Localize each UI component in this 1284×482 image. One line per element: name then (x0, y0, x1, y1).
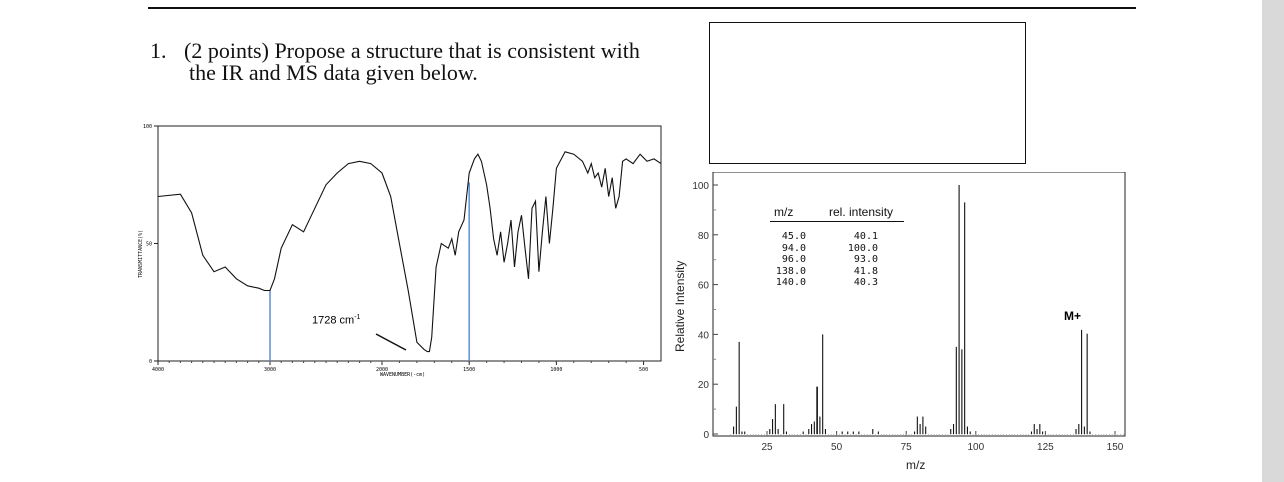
ir-ylabel: TRANSMITTANCE(%) (138, 230, 144, 278)
ir-spectrum-chart: 4000 3000 2000 1500 1000 500 0 50 100 TRANSMITTA… (138, 124, 662, 378)
ms-xlabel: m/z (906, 458, 925, 472)
ir-x-tick-label: 500 (639, 367, 648, 373)
ms-table-header-mz: m/z (774, 205, 794, 219)
answer-box[interactable] (709, 22, 1026, 164)
ir-xlabel: WAVENUMBER(-cm) (380, 372, 425, 378)
ms-mz-cell: 138.0 (775, 265, 806, 277)
ms-x-tick-label: 75 (901, 442, 913, 453)
ir-y-tick-label: 0 (149, 359, 152, 365)
ir-x-tick-label: 1000 (550, 367, 562, 373)
ms-ylabel: Relative Intensity (673, 261, 687, 352)
ms-table-header-intensity: rel. intensity (829, 205, 894, 219)
question-text: 1. (2 points) Propose a structure that is… (150, 40, 640, 84)
ms-y-tick-label: 20 (698, 380, 710, 391)
ms-y-tick-label: 60 (698, 281, 710, 292)
table-row: 138.0 41.8 (770, 266, 904, 278)
ms-mz-cell: 45.0 (781, 231, 806, 242)
table-row: 45.0 40.1 (770, 231, 904, 243)
ms-intensity-cell: 40.3 (853, 277, 878, 289)
table-row: 94.0 100.0 (770, 243, 904, 255)
ir-annotation: 1728 cm-1 (312, 314, 360, 327)
ir-annotation-sup: -1 (354, 314, 361, 321)
ms-mz-cell: 96.0 (781, 254, 806, 266)
ms-table-header: m/z rel. intensity (770, 205, 904, 222)
ms-y-tick-label: 40 (698, 330, 710, 341)
ms-x-tick-label: 150 (1107, 442, 1124, 453)
ms-mz-cell: 140.0 (775, 277, 806, 289)
ir-ticks: 4000 3000 2000 1500 1000 500 0 50 100 (143, 124, 648, 373)
ir-x-tick-label: 2000 (376, 367, 388, 373)
ms-intensity-cell: 41.8 (853, 265, 878, 277)
ir-marked-lines (269, 182, 470, 361)
ir-annotation-text: 1728 cm (312, 314, 355, 327)
ir-y-tick-label: 100 (143, 124, 152, 130)
ms-y-tick-label: 0 (703, 430, 709, 441)
ms-y-tick-label: 100 (692, 181, 709, 192)
ms-y-tick-label: 80 (698, 231, 710, 242)
ir-series-line (157, 151, 662, 353)
ms-x-tick-label: 25 (761, 442, 773, 453)
mass-spectrum-chart: 0 20 40 60 80 100 25 50 75 100 125 150 Relative Int… (673, 172, 1126, 472)
ms-x-tick-label: 125 (1037, 442, 1054, 453)
ms-x-tick-label: 50 (831, 442, 843, 453)
question-line-2: the IR and MS data given below. (189, 60, 478, 85)
table-row: 140.0 40.3 (770, 277, 904, 289)
ms-intensity-cell: 93.0 (853, 254, 878, 266)
table-row: 96.0 93.0 (770, 254, 904, 266)
ms-peak-table: m/z rel. intensity 45.0 40.1 94.0 100.0 96… (770, 205, 904, 289)
ms-intensity-cell: 100.0 (847, 242, 878, 254)
molecular-ion-label: M+ (1064, 309, 1082, 323)
ir-y-tick-label: 50 (146, 242, 152, 248)
ms-x-tick-label: 100 (967, 442, 984, 453)
ir-x-tick-label: 4000 (152, 367, 164, 373)
ir-plot-frame (157, 125, 662, 362)
ms-intensity-cell: 40.1 (853, 231, 878, 242)
ir-x-tick-label: 1500 (463, 367, 475, 373)
scrollbar[interactable] (1262, 0, 1284, 482)
ms-ticks: 0 20 40 60 80 100 25 50 75 100 125 150 (692, 181, 1123, 453)
question-number: 1. (150, 38, 167, 63)
ir-x-tick-label: 3000 (264, 367, 276, 373)
top-rule (148, 7, 1136, 9)
ms-bars (733, 185, 1091, 434)
ir-annotation-pointer (375, 333, 407, 351)
ms-mz-cell: 94.0 (781, 242, 806, 254)
question-line-1: (2 points) Propose a structure that is c… (184, 38, 640, 63)
ms-plot-frame (712, 172, 1126, 437)
